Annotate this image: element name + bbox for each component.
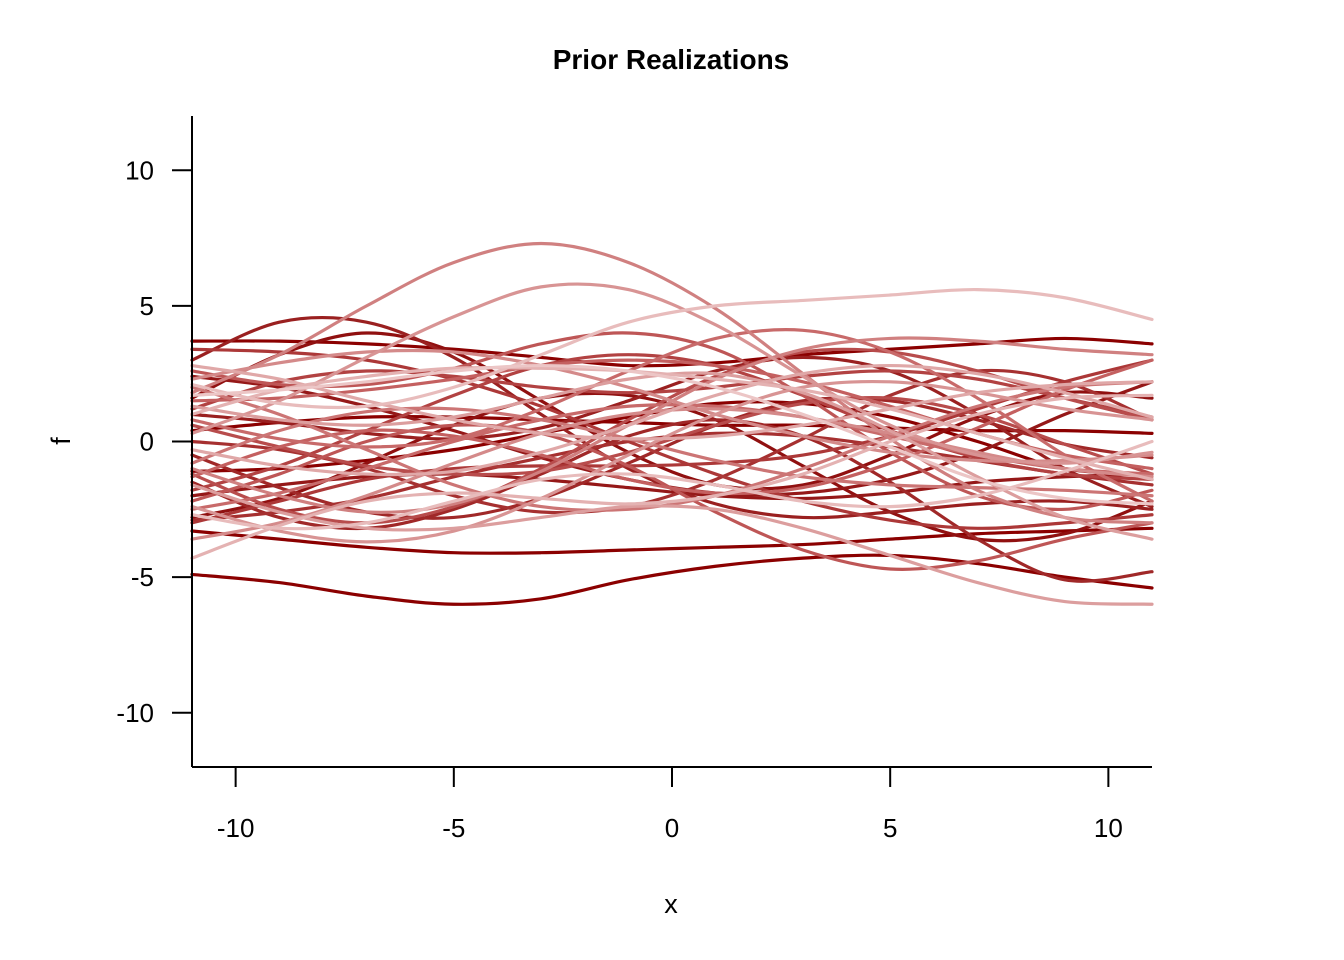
series-line-28 xyxy=(190,380,1154,512)
series-line-32 xyxy=(190,348,1154,463)
series-line-43 xyxy=(190,439,1154,531)
y-tick-label: 5 xyxy=(140,291,154,321)
series-line-40 xyxy=(190,365,1154,482)
y-tick-label: 0 xyxy=(140,427,154,457)
series-line-34 xyxy=(190,282,1154,465)
series-lines xyxy=(190,241,1154,606)
x-tick-label: -5 xyxy=(442,813,465,843)
series-line-30 xyxy=(190,241,1154,525)
series-line-44 xyxy=(190,363,1154,506)
series-line-16 xyxy=(190,347,1154,530)
series-line-37 xyxy=(190,483,1154,606)
x-tick-label: 0 xyxy=(665,813,679,843)
y-tick-label: -10 xyxy=(116,698,154,728)
y-axis-label: f xyxy=(46,437,76,445)
x-tick-label: -10 xyxy=(217,813,255,843)
y-tick-label: -5 xyxy=(131,562,154,592)
series-line-2 xyxy=(190,553,1154,606)
series-line-29 xyxy=(190,406,1154,498)
series-line-22 xyxy=(190,331,1154,512)
series-line-39 xyxy=(190,363,1154,477)
series-line-41 xyxy=(190,393,1154,560)
y-tick-label: 10 xyxy=(125,155,154,185)
series-line-35 xyxy=(190,379,1154,544)
series-line-17 xyxy=(190,358,1154,525)
x-axis: -10 -5 0 5 10 xyxy=(192,766,1152,843)
x-tick-label: 5 xyxy=(883,813,897,843)
series-line-25 xyxy=(190,358,1154,496)
series-line-18 xyxy=(190,369,1154,419)
x-axis-label: x xyxy=(664,889,678,919)
chart-title: Prior Realizations xyxy=(553,44,790,75)
y-axis: -10 -5 0 5 10 xyxy=(116,116,193,767)
x-tick-label: 10 xyxy=(1094,813,1123,843)
series-line-5 xyxy=(190,526,1154,555)
series-line-42 xyxy=(190,287,1154,410)
series-line-38 xyxy=(190,363,1154,441)
series-line-14 xyxy=(190,368,1154,515)
